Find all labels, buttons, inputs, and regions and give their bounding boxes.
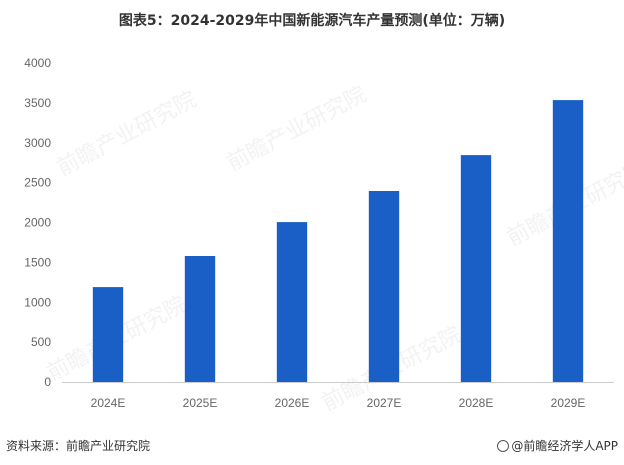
bar-2024E: [92, 287, 124, 382]
bar-2028E: [460, 155, 492, 382]
y-tick-label: 4000: [24, 56, 51, 70]
x-axis: 2024E 2025E 2026E 2027E 2028E 2029E: [91, 396, 586, 410]
bar-2027E: [368, 190, 400, 382]
x-tick-label: 2027E: [367, 396, 402, 410]
footer: 资料来源：前瞻产业研究院 @前瞻经济学人APP: [0, 437, 624, 457]
y-tick-label: 1000: [24, 295, 51, 309]
x-tick-label: 2024E: [91, 396, 126, 410]
y-tick-label: 3000: [24, 136, 51, 150]
brand-credit: @前瞻经济学人APP: [497, 437, 618, 454]
x-tick-label: 2028E: [459, 396, 494, 410]
y-tick-label: 1500: [24, 255, 51, 269]
x-tick-label: 2025E: [183, 396, 218, 410]
y-tick-label: 2000: [24, 216, 51, 230]
y-tick-label: 0: [44, 375, 51, 389]
brand-logo-icon: [497, 440, 510, 452]
y-axis: 0 500 1000 1500 2000 2500 3000 3500 4000: [24, 56, 51, 389]
chart-title: 图表5：2024-2029年中国新能源汽车产量预测(单位：万辆): [118, 13, 506, 29]
watermark-text: 前瞻产业研究院: [53, 87, 201, 181]
bars: [92, 100, 584, 383]
watermarks: 前瞻产业研究院前瞻产业研究院前瞻产业研究院前瞻产业研究院前瞻产业研究院: [43, 82, 624, 416]
bar-2026E: [276, 222, 308, 382]
source-text: 资料来源：前瞻产业研究院: [6, 439, 151, 453]
y-tick-label: 3500: [24, 96, 51, 110]
watermark-text: 前瞻产业研究院: [223, 82, 371, 176]
x-tick-label: 2026E: [275, 396, 310, 410]
brand-text: @前瞻经济学人APP: [511, 439, 618, 453]
y-tick-label: 500: [31, 335, 51, 349]
bar-2029E: [552, 100, 584, 383]
bar-2025E: [184, 255, 216, 382]
x-tick-label: 2029E: [551, 396, 586, 410]
y-tick-label: 2500: [24, 176, 51, 190]
